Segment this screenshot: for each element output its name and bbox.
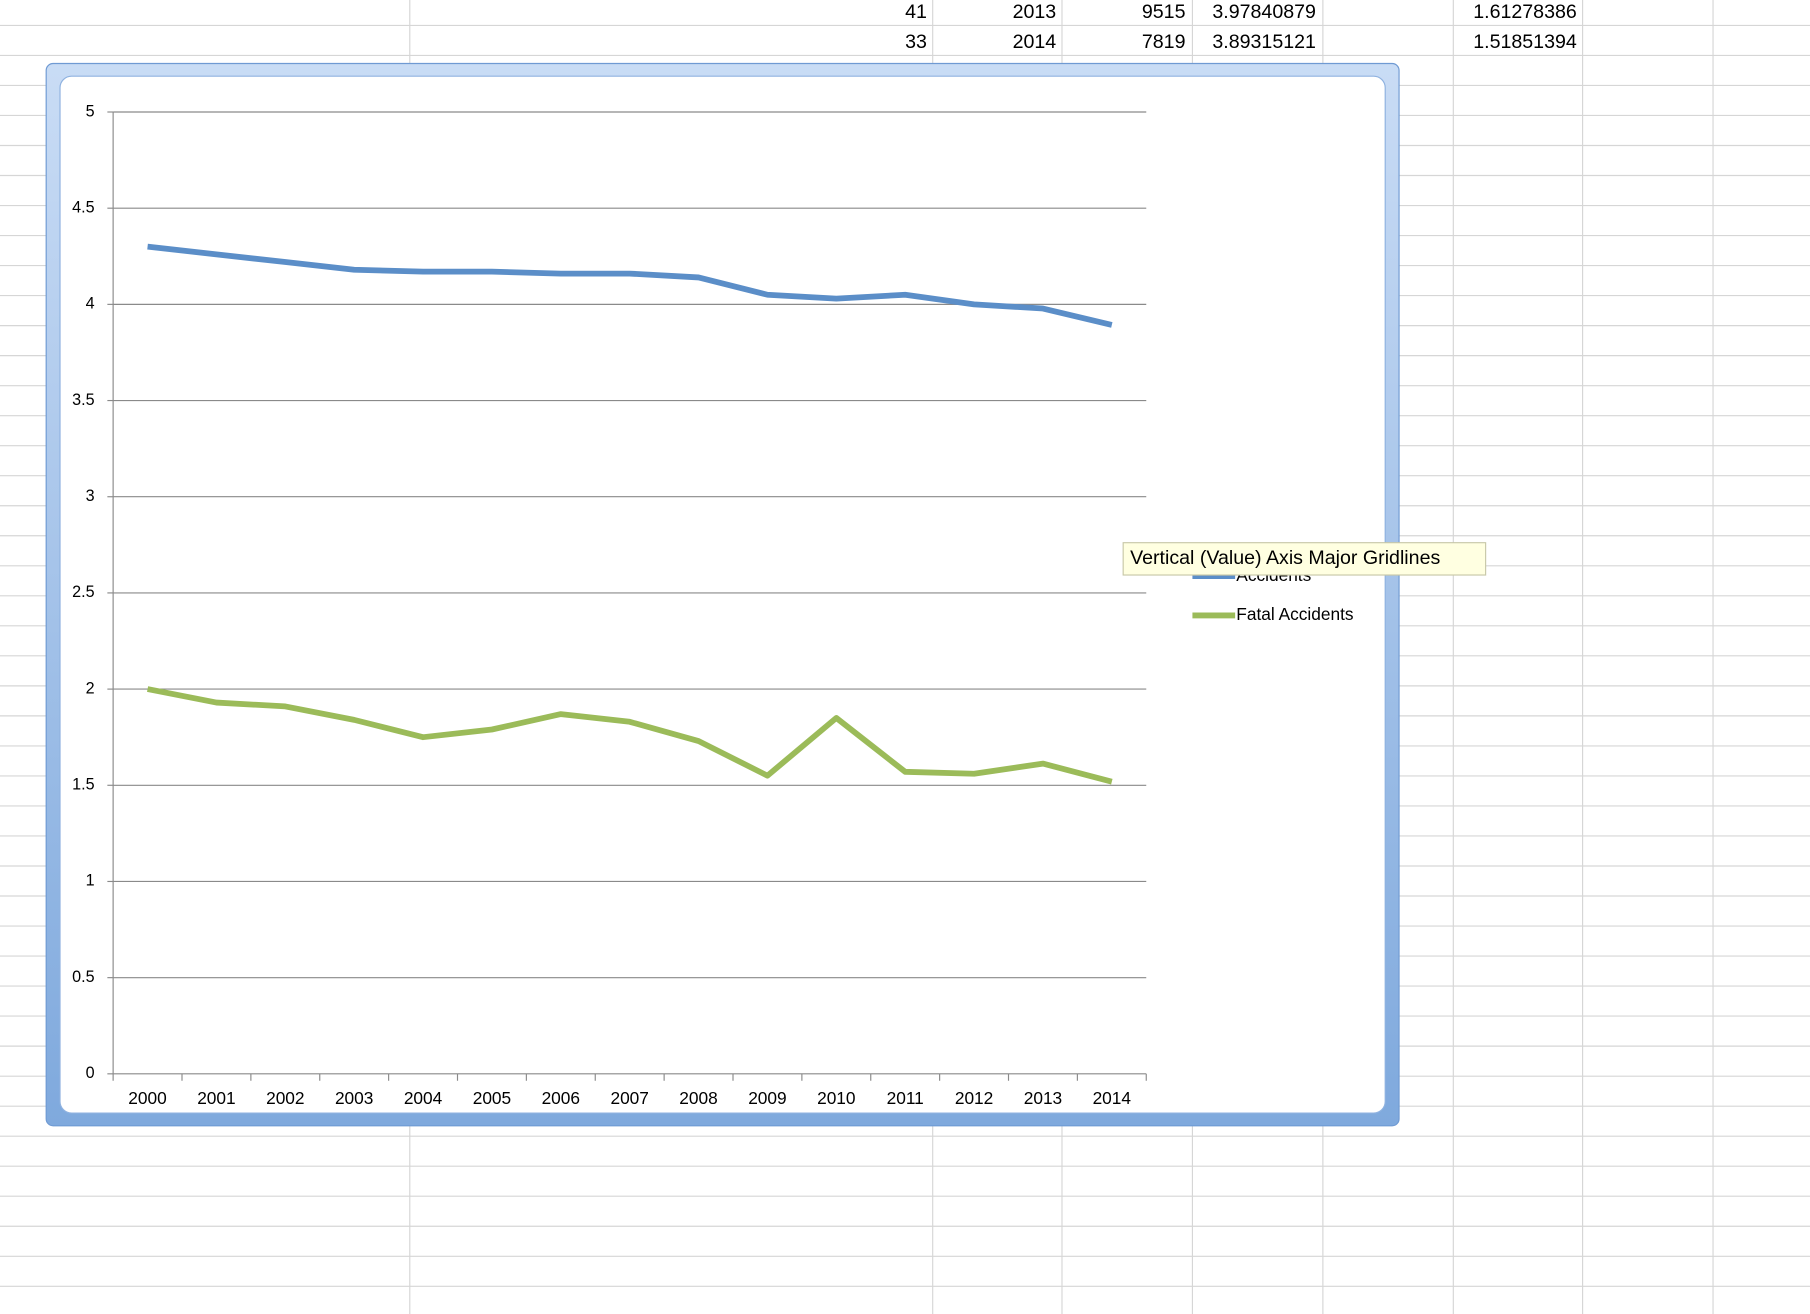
x-tick-label: 2000 — [128, 1088, 166, 1108]
x-tick-label: 2011 — [887, 1088, 924, 1108]
x-tick-label: 2009 — [748, 1088, 786, 1108]
y-tick-label: 2 — [86, 679, 95, 697]
cell[interactable]: 2013 — [1013, 1, 1057, 23]
series-line[interactable] — [147, 243, 1113, 328]
cell[interactable]: 9515 — [1142, 1, 1186, 23]
legend-label[interactable]: Fatal Accidents — [1236, 604, 1354, 624]
cell[interactable]: 2014 — [1013, 31, 1057, 53]
cell[interactable]: 33 — [905, 31, 927, 53]
x-tick-label: 2004 — [404, 1088, 443, 1108]
y-tick-label: 0.5 — [72, 968, 94, 986]
x-tick-label: 2007 — [610, 1088, 648, 1108]
cell[interactable]: 3.97840879 — [1212, 1, 1316, 23]
y-tick-label: 3 — [86, 487, 95, 505]
y-tick-label: 3.5 — [72, 391, 94, 409]
x-tick-label: 2012 — [955, 1088, 993, 1108]
x-tick-label: 2006 — [542, 1088, 580, 1108]
tooltip-text: Vertical (Value) Axis Major Gridlines — [1130, 547, 1440, 569]
series-line[interactable] — [147, 686, 1113, 785]
cell[interactable]: 3.89315121 — [1212, 31, 1316, 53]
tooltip-box — [1122, 542, 1487, 576]
x-tick-label: 2008 — [679, 1088, 717, 1108]
cell[interactable]: 1.51851394 — [1473, 31, 1577, 53]
cell[interactable]: 1.61278386 — [1473, 1, 1577, 23]
x-tick-label: 2010 — [817, 1088, 855, 1108]
x-tick-label: 2005 — [473, 1088, 511, 1108]
x-tick-label: 2013 — [1024, 1088, 1062, 1108]
y-tick-label: 4 — [86, 295, 95, 313]
x-tick-label: 2001 — [197, 1088, 235, 1108]
x-tick-label: 2002 — [266, 1088, 304, 1108]
cell[interactable]: 7819 — [1142, 31, 1186, 53]
y-tick-label: 1 — [86, 872, 95, 890]
y-tick-label: 2.5 — [72, 583, 94, 601]
y-tick-label: 5 — [86, 102, 95, 120]
y-tick-label: 4.5 — [72, 198, 94, 216]
x-tick-label: 2003 — [335, 1088, 373, 1108]
chart: 0 0.5 1 1.5 2 2.5 3 3.5 4 4.5 5 2000 2001 2002 2003 200… — [72, 102, 1487, 1108]
chart-area[interactable] — [59, 75, 1386, 1114]
sheet-cells: 41 2013 9515 3.97840879 1.61278386 33 2014 7819… — [905, 1, 1577, 53]
y-tick-label: 1.5 — [72, 776, 94, 794]
x-tick-label: 2014 — [1093, 1088, 1132, 1108]
y-tick-label: 0 — [86, 1064, 95, 1082]
cell[interactable]: 41 — [905, 1, 927, 23]
